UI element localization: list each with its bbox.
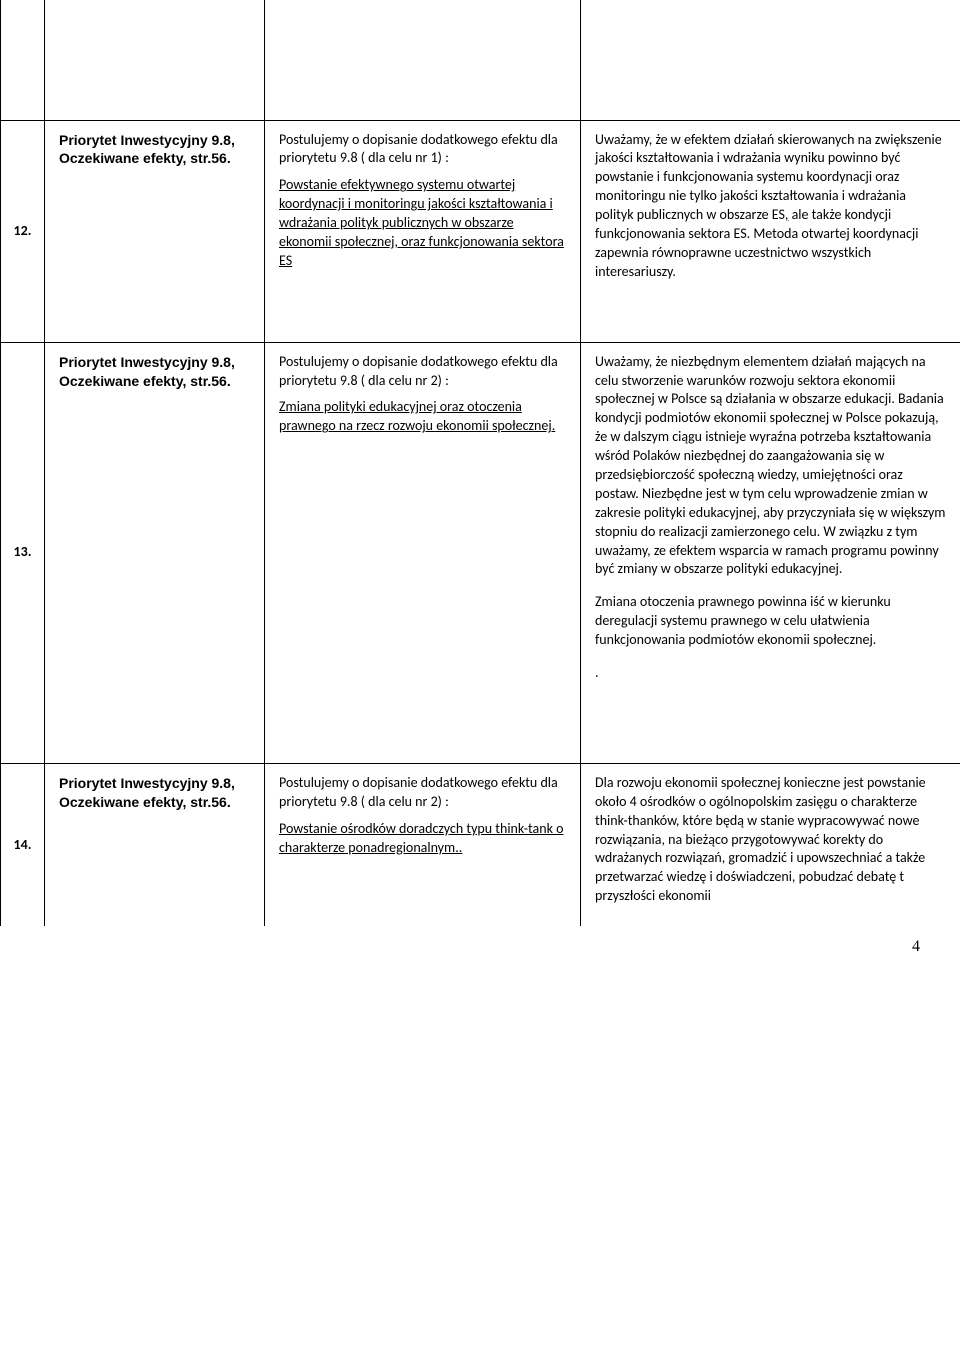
- priority-text: Priorytet Inwestycyjny 9.8, Oczekiwane e…: [59, 132, 235, 167]
- empty-cell: [45, 0, 265, 120]
- table-row: 13. Priorytet Inwestycyjny 9.8, Oczekiwa…: [1, 342, 960, 763]
- proposal-link-text: Powstanie efektywnego systemu otwartej k…: [279, 176, 566, 270]
- table-row: 12. Priorytet Inwestycyjny 9.8, Oczekiwa…: [1, 120, 960, 342]
- justification-p3: .: [595, 664, 946, 683]
- justification-cell: Dla rozwoju ekonomii społecznej konieczn…: [581, 763, 960, 926]
- page-number: 4: [0, 926, 960, 966]
- proposal-intro: Postulujemy o dopisanie dodatkowego efek…: [279, 774, 566, 812]
- row-number: 13.: [1, 342, 45, 763]
- proposal-link-text: Powstanie ośrodków doradczych typu think…: [279, 820, 566, 858]
- proposal-cell: Postulujemy o dopisanie dodatkowego efek…: [265, 342, 581, 763]
- priority-cell: Priorytet Inwestycyjny 9.8, Oczekiwane e…: [45, 763, 265, 926]
- justification-p2: Zmiana otoczenia prawnego powinna iść w …: [595, 593, 946, 650]
- justification-cell: Uważamy, że w efektem działań skierowany…: [581, 120, 960, 342]
- proposal-link-text: Zmiana polityki edukacyjnej oraz otoczen…: [279, 398, 566, 436]
- empty-cell: [1, 0, 45, 120]
- justification-p1: Dla rozwoju ekonomii społecznej konieczn…: [595, 774, 946, 906]
- row-number: 12.: [1, 120, 45, 342]
- priority-text: Priorytet Inwestycyjny 9.8, Oczekiwane e…: [59, 775, 235, 810]
- priority-text: Priorytet Inwestycyjny 9.8, Oczekiwane e…: [59, 354, 235, 389]
- header-spacer-row: [1, 0, 960, 120]
- proposal-cell: Postulujemy o dopisanie dodatkowego efek…: [265, 763, 581, 926]
- justification-text: Uważamy, że w efektem działań skierowany…: [595, 131, 946, 282]
- proposal-intro: Postulujemy o dopisanie dodatkowego efek…: [279, 353, 566, 391]
- proposal-intro: Postulujemy o dopisanie dodatkowego efek…: [279, 131, 566, 169]
- row-number: 14.: [1, 763, 45, 926]
- empty-cell: [581, 0, 960, 120]
- justification-cell: Uważamy, że niezbędnym elementem działań…: [581, 342, 960, 763]
- empty-cell: [265, 0, 581, 120]
- table-row: 14. Priorytet Inwestycyjny 9.8, Oczekiwa…: [1, 763, 960, 926]
- document-table: 12. Priorytet Inwestycyjny 9.8, Oczekiwa…: [0, 0, 960, 926]
- justification-p1: Uważamy, że niezbędnym elementem działań…: [595, 353, 946, 580]
- proposal-cell: Postulujemy o dopisanie dodatkowego efek…: [265, 120, 581, 342]
- priority-cell: Priorytet Inwestycyjny 9.8, Oczekiwane e…: [45, 120, 265, 342]
- priority-cell: Priorytet Inwestycyjny 9.8, Oczekiwane e…: [45, 342, 265, 763]
